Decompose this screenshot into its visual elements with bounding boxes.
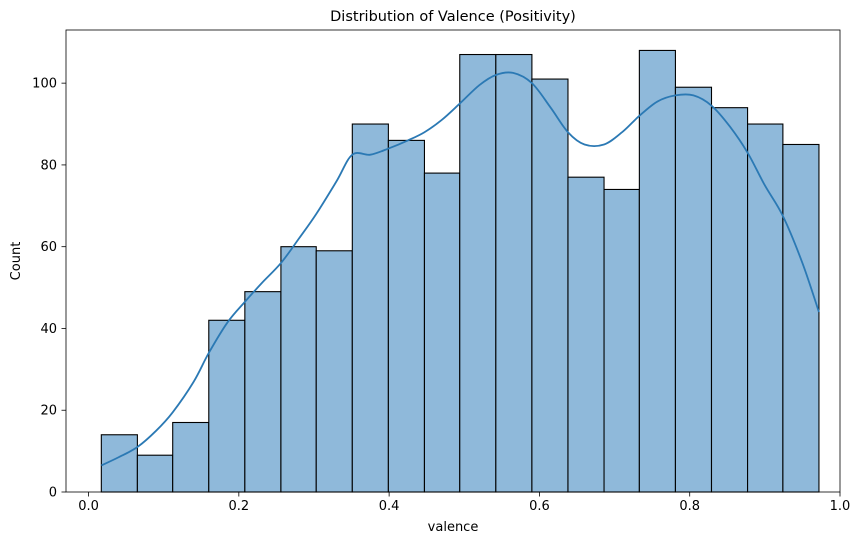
histogram-bar: [782, 143, 820, 493]
histogram-bars: [100, 49, 820, 493]
histogram-bar: [208, 319, 246, 493]
y-tick-label: 20: [40, 404, 57, 419]
chart-title: Distribution of Valence (Positivity): [330, 9, 576, 25]
histogram-bar: [244, 291, 282, 493]
x-tick-label: 0.2: [228, 499, 249, 514]
x-tick-label: 0.6: [529, 499, 550, 514]
y-tick-label: 40: [40, 322, 57, 337]
histogram-bar: [638, 49, 676, 493]
histogram-bar: [387, 139, 425, 493]
histogram-bar: [567, 176, 605, 493]
x-axis: 0.0 0.2 0.4 0.6 0.8 1.0: [78, 492, 850, 514]
y-tick-label: 80: [40, 158, 57, 173]
histogram-bar: [531, 78, 569, 493]
histogram-bar: [603, 188, 640, 493]
histogram-bar: [459, 53, 497, 493]
histogram-bar: [747, 123, 784, 493]
y-tick-label: 100: [32, 77, 57, 92]
y-axis-label: Count: [9, 242, 24, 281]
x-tick-label: 0.8: [679, 499, 700, 514]
y-axis: 0 20 40 60 80 100: [32, 77, 66, 501]
histogram-bar: [172, 421, 210, 493]
x-tick-label: 0.4: [379, 499, 400, 514]
x-axis-label: valence: [428, 520, 479, 535]
histogram-bar: [674, 86, 713, 493]
x-tick-label: 0.0: [78, 499, 99, 514]
y-tick-label: 60: [40, 240, 57, 255]
histogram-bar: [315, 250, 353, 493]
histogram-bar: [495, 53, 533, 493]
kde-curve: [100, 71, 820, 467]
y-tick-label: 0: [49, 486, 57, 501]
histogram-bar: [423, 172, 461, 493]
histogram-bar: [351, 123, 389, 493]
histogram-bar: [136, 454, 174, 493]
histogram-bar: [710, 107, 749, 493]
histogram-bar: [280, 246, 317, 493]
plot-frame: [65, 29, 841, 493]
x-tick-label: 1.0: [830, 499, 850, 514]
